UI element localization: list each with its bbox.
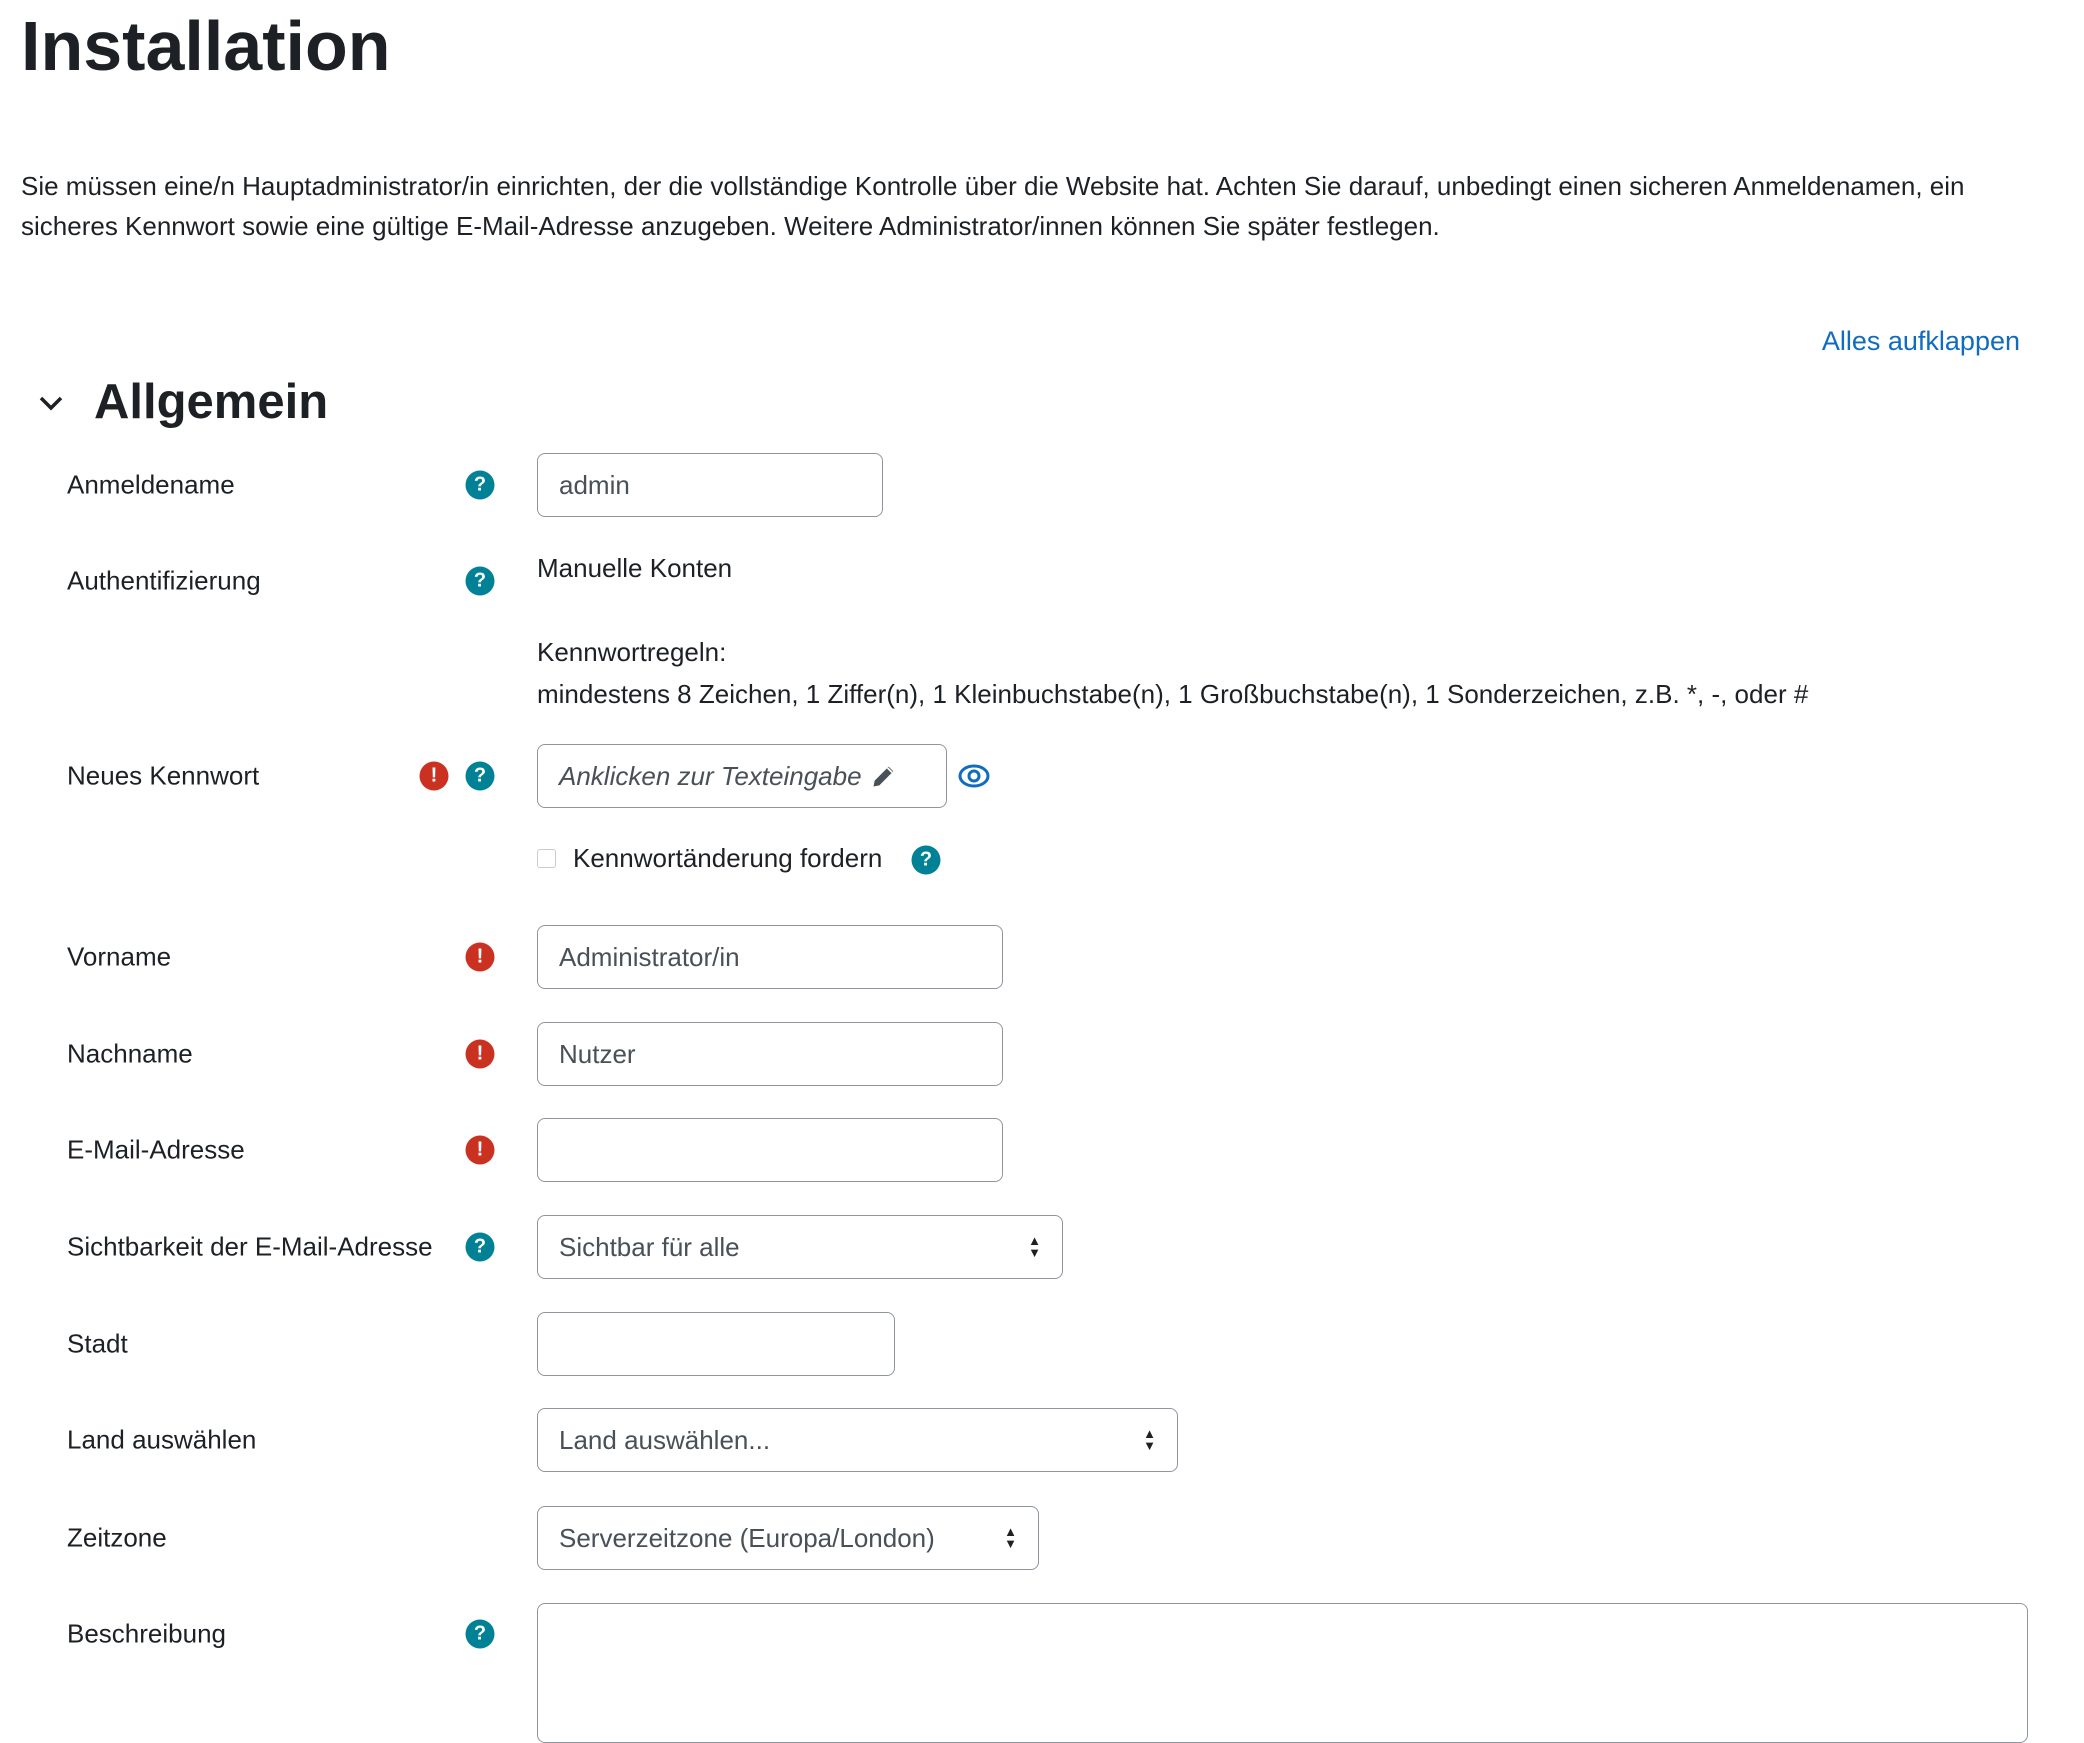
password-label: Neues Kennwort bbox=[67, 760, 260, 791]
email-visibility-label: Sichtbarkeit der E-Mail-Adresse bbox=[67, 1231, 433, 1262]
required-icon: ! bbox=[465, 1039, 495, 1069]
required-icon: ! bbox=[419, 761, 449, 791]
intro-text: Sie müssen eine/n Hauptadministrator/in … bbox=[21, 171, 1965, 241]
password-rules-title: Kennwortregeln: bbox=[537, 637, 727, 667]
country-value: Land auswählen... bbox=[559, 1424, 771, 1455]
username-input[interactable] bbox=[537, 453, 883, 517]
page-title: Installation bbox=[21, 7, 391, 85]
username-label: Anmeldename bbox=[67, 469, 235, 500]
help-icon[interactable]: ? bbox=[911, 845, 941, 875]
description-label: Beschreibung bbox=[67, 1618, 226, 1649]
email-visibility-select[interactable]: Sichtbar für alle ▲ ▼ bbox=[537, 1215, 1063, 1279]
select-arrows-icon: ▲ ▼ bbox=[1004, 1524, 1017, 1551]
chevron-down-icon[interactable] bbox=[36, 388, 66, 418]
help-icon[interactable]: ? bbox=[465, 1619, 495, 1649]
eye-icon[interactable] bbox=[958, 760, 990, 792]
password-rules: mindestens 8 Zeichen, 1 Ziffer(n), 1 Kle… bbox=[537, 679, 1809, 709]
city-input[interactable] bbox=[537, 1312, 895, 1376]
email-input[interactable] bbox=[537, 1118, 1003, 1182]
city-label: Stadt bbox=[67, 1328, 128, 1359]
pencil-icon bbox=[873, 766, 893, 787]
force-change-checkbox[interactable] bbox=[537, 849, 556, 868]
timezone-value: Serverzeitzone (Europa/London) bbox=[559, 1522, 935, 1553]
force-change-label[interactable]: Kennwortänderung fordern bbox=[573, 843, 883, 873]
timezone-label: Zeitzone bbox=[67, 1522, 167, 1553]
lastname-input[interactable] bbox=[537, 1022, 1003, 1086]
password-placeholder: Anklicken zur Texteingabe bbox=[559, 760, 862, 791]
expand-all-link[interactable]: Alles aufklappen bbox=[1821, 326, 2020, 356]
auth-label: Authentifizierung bbox=[67, 565, 261, 596]
help-icon[interactable]: ? bbox=[465, 1232, 495, 1262]
email-label: E-Mail-Adresse bbox=[67, 1134, 245, 1165]
help-icon[interactable]: ? bbox=[465, 566, 495, 596]
select-arrows-icon: ▲ ▼ bbox=[1028, 1233, 1041, 1260]
help-icon[interactable]: ? bbox=[465, 470, 495, 500]
lastname-label: Nachname bbox=[67, 1038, 193, 1069]
description-textarea[interactable] bbox=[537, 1603, 2028, 1743]
help-icon[interactable]: ? bbox=[465, 761, 495, 791]
select-arrows-icon: ▲ ▼ bbox=[1143, 1426, 1156, 1453]
firstname-label: Vorname bbox=[67, 941, 172, 972]
email-visibility-value: Sichtbar für alle bbox=[559, 1231, 740, 1262]
timezone-select[interactable]: Serverzeitzone (Europa/London) ▲ ▼ bbox=[537, 1506, 1039, 1570]
country-select[interactable]: Land auswählen... ▲ ▼ bbox=[537, 1408, 1178, 1472]
password-input[interactable]: Anklicken zur Texteingabe bbox=[537, 744, 947, 808]
required-icon: ! bbox=[465, 1135, 495, 1165]
auth-value: Manuelle Konten bbox=[537, 553, 733, 583]
section-title[interactable]: Allgemein bbox=[94, 375, 329, 429]
country-label: Land auswählen bbox=[67, 1424, 257, 1455]
required-icon: ! bbox=[465, 942, 495, 972]
firstname-input[interactable] bbox=[537, 925, 1003, 989]
